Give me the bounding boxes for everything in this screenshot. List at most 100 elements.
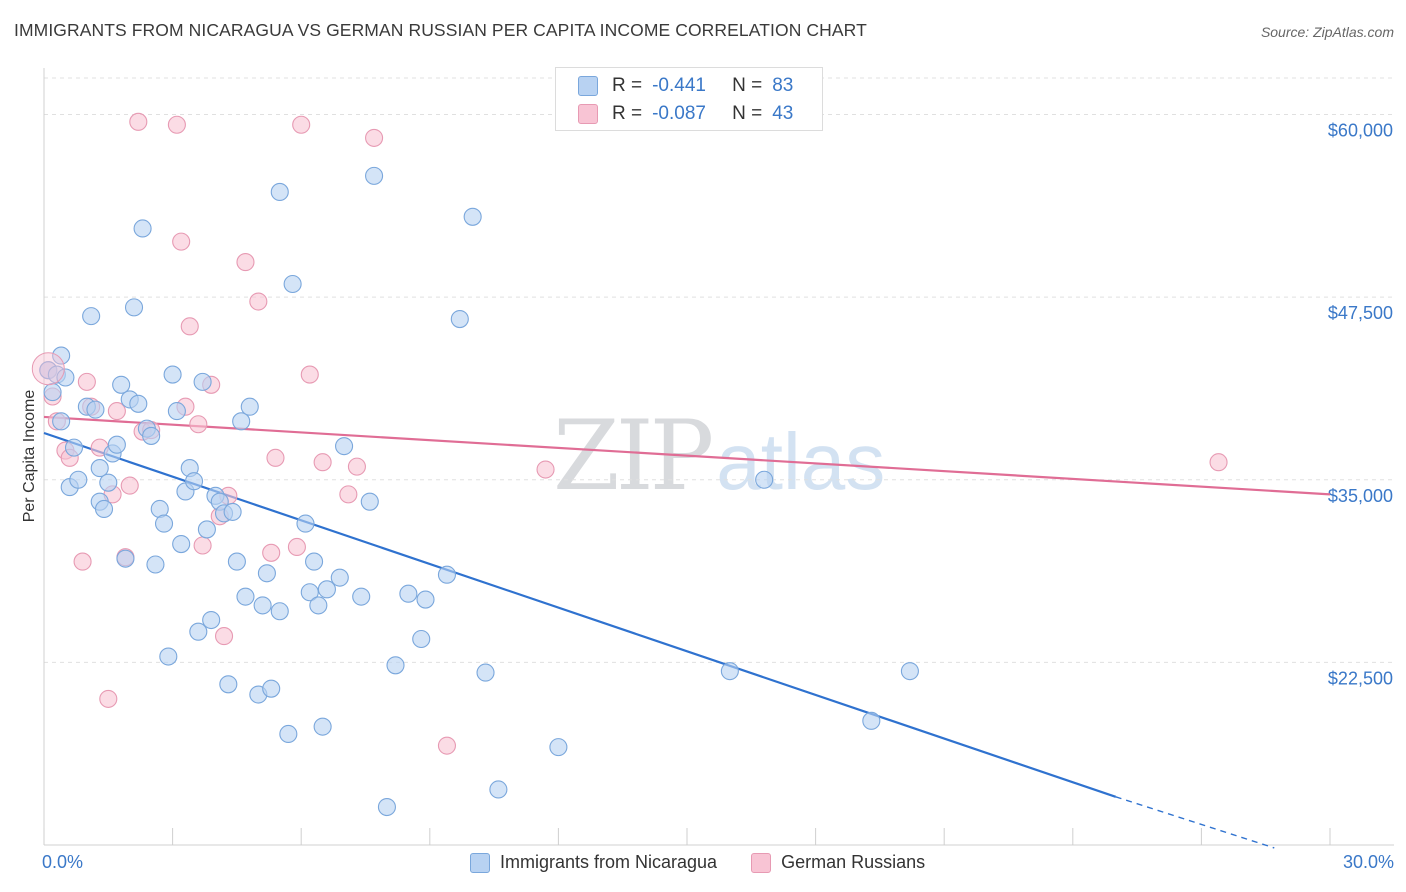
german-russians-point [287, 537, 306, 557]
german-russians-point [262, 543, 281, 562]
nicaragua-point [476, 663, 495, 682]
german-russians-point [249, 292, 268, 311]
nicaragua-point [437, 565, 456, 584]
nicaragua-point [112, 375, 131, 394]
german-russians-point [1209, 453, 1228, 472]
german-russians-point [339, 485, 358, 504]
german-russians-point [300, 365, 319, 384]
nicaragua-point [330, 568, 349, 587]
legend-item-german-russians: German Russians [751, 852, 925, 873]
stats-row-german-russians: R = -0.087 N = 43 [556, 100, 793, 128]
nicaragua-point [900, 662, 919, 681]
nicaragua-point [167, 402, 186, 421]
german-russians-point [292, 115, 311, 134]
nicaragua-point [52, 346, 71, 365]
y-tick-labels: $22,500 $35,000 $47,500 $60,000 [1328, 121, 1393, 689]
german-russians-point [172, 232, 191, 251]
nicaragua-point [313, 717, 332, 736]
nicaragua-point [69, 470, 88, 489]
nicaragua-point [720, 662, 739, 681]
german-russians-point [129, 112, 148, 131]
x-tick-label-min: 0.0% [42, 852, 84, 872]
nicaragua-point [279, 724, 298, 744]
german-russians-point [313, 453, 332, 472]
nicaragua-point [223, 502, 242, 521]
german-russians-point [180, 317, 199, 336]
nicaragua-point [240, 397, 259, 416]
nicaragua-point [163, 365, 182, 384]
y-tick-label: $35,000 [1328, 486, 1393, 506]
nicaragua-point [193, 372, 212, 391]
nicaragua-point [257, 564, 276, 583]
german-russians-point [73, 552, 92, 571]
nicaragua-point [365, 166, 384, 185]
trend-lines [43, 415, 1331, 849]
german-russians-trend-line [43, 415, 1331, 496]
n-value: 83 [772, 75, 794, 96]
nicaragua-point [232, 412, 251, 431]
y-tick-label: $47,500 [1328, 303, 1393, 323]
nicaragua-point [189, 622, 208, 641]
nicaragua-points [31, 166, 919, 817]
german-russians-point [193, 536, 212, 555]
nicaragua-point [755, 470, 774, 489]
n-value: 43 [772, 103, 794, 124]
stats-legend: R = -0.441 N = 83 R = -0.087 N = 43 [555, 67, 823, 131]
nicaragua-point [154, 514, 174, 533]
nicaragua-point [300, 583, 319, 602]
n-label: N = [732, 75, 763, 96]
nicaragua-point [99, 473, 118, 492]
pink-swatch-icon [751, 852, 772, 873]
nicaragua-point [184, 472, 204, 491]
nicaragua-point [262, 679, 281, 698]
nicaragua-point [450, 310, 469, 329]
r-label: R = [612, 103, 643, 124]
legend-label-german-russians: German Russians [781, 852, 926, 872]
nicaragua-point [236, 587, 255, 606]
nicaragua-point [305, 552, 324, 571]
nicaragua-point [82, 307, 101, 326]
y-tick-label: $60,000 [1328, 121, 1393, 141]
nicaragua-point [116, 549, 135, 568]
nicaragua-point [463, 207, 482, 226]
blue-swatch-icon [578, 76, 598, 96]
nicaragua-point [412, 629, 431, 649]
german-russians-point [107, 402, 126, 421]
blue-swatch-icon [470, 852, 490, 873]
nicaragua-point [133, 219, 152, 238]
chart-title: IMMIGRANTS FROM NICARAGUA VS GERMAN RUSS… [14, 20, 867, 40]
nicaragua-point [360, 492, 379, 511]
nicaragua-point [227, 552, 246, 571]
german-russians-point [99, 689, 118, 708]
legend-label-nicaragua: Immigrants from Nicaragua [500, 852, 718, 872]
grid-lines [44, 77, 1394, 663]
nicaragua-point [416, 590, 435, 609]
series-legend: Immigrants from Nicaragua German Russian… [470, 852, 959, 873]
legend-item-nicaragua: Immigrants from Nicaragua [470, 852, 717, 873]
nicaragua-point [399, 584, 418, 603]
german-russians-point [437, 736, 456, 755]
nicaragua-point [86, 400, 105, 419]
german-russians-point [536, 460, 555, 479]
chart-source: Source: ZipAtlas.com [1260, 24, 1394, 40]
german-russians-point [236, 253, 255, 272]
nicaragua-point [352, 587, 371, 606]
german-russians-point [347, 457, 366, 476]
nicaragua-point [862, 711, 881, 730]
y-tick-label: $22,500 [1328, 668, 1393, 688]
nicaragua-point [43, 383, 62, 402]
r-label: R = [612, 75, 643, 96]
nicaragua-point [270, 182, 289, 202]
german-russians-point [167, 115, 186, 134]
nicaragua-point [56, 368, 75, 387]
nicaragua-point [489, 780, 508, 799]
nicaragua-point [146, 555, 165, 574]
nicaragua-point [172, 534, 191, 554]
nicaragua-point [159, 647, 178, 666]
german-russians-point [365, 128, 384, 147]
nicaragua-point [202, 610, 221, 630]
r-value: -0.441 [652, 75, 706, 96]
nicaragua-point [296, 514, 315, 533]
nicaragua-point [386, 656, 405, 675]
nicaragua-point [309, 596, 328, 615]
